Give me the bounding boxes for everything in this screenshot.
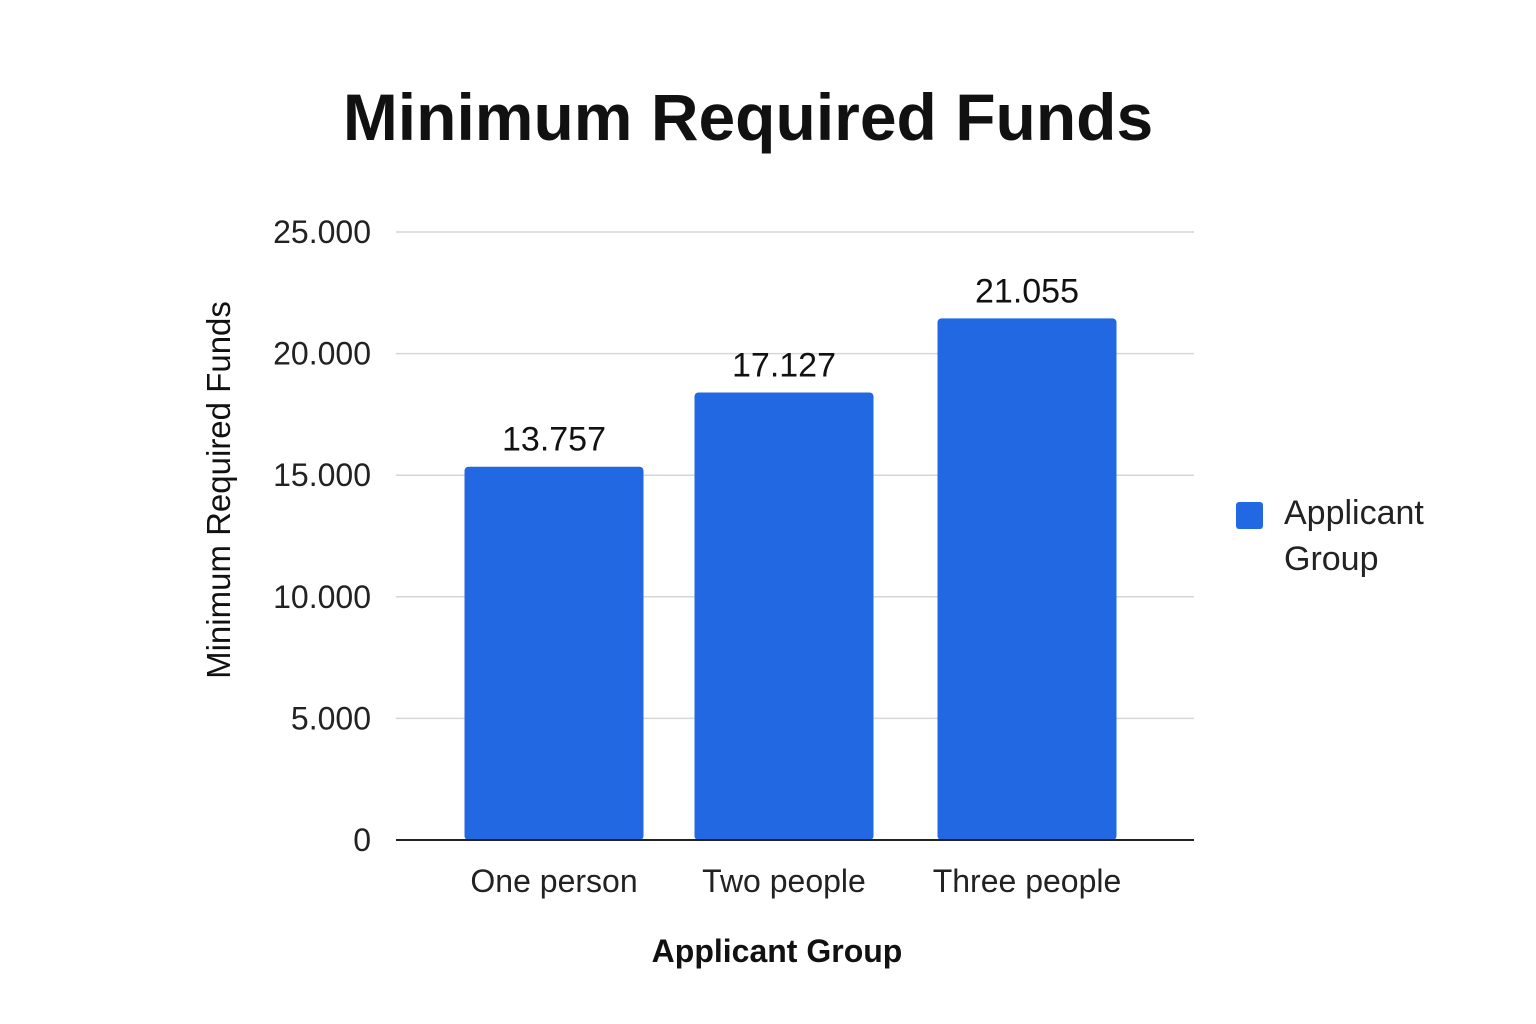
- chart-title: Minimum Required Funds: [343, 80, 1153, 154]
- legend-label: Applicant Group: [1284, 494, 1424, 578]
- x-tick-label: Two people: [702, 863, 866, 899]
- y-tick-label: 0: [353, 822, 371, 858]
- bar: [694, 392, 874, 840]
- legend-swatch: [1236, 502, 1263, 529]
- bar-value-label: 17.127: [732, 347, 836, 385]
- y-tick-label: 15.000: [273, 457, 371, 493]
- y-tick-label: 25.000: [273, 214, 371, 250]
- y-tick-label: 20.000: [273, 336, 371, 372]
- x-tick-label: Three people: [933, 863, 1122, 899]
- y-axis-title: Minimum Required Funds: [200, 301, 237, 679]
- y-axis-ticks: 0 5.000 10.000 15.000 20.000 25.000: [273, 214, 371, 858]
- y-tick-label: 10.000: [273, 579, 371, 615]
- bar: [464, 466, 644, 840]
- bar-value-label: 13.757: [502, 421, 606, 459]
- x-axis-title: Applicant Group: [652, 933, 903, 969]
- legend-label-line: Group: [1284, 540, 1379, 578]
- y-tick-label: 5.000: [291, 700, 371, 736]
- x-axis-ticks: One person Two people Three people: [470, 863, 1121, 899]
- legend-label-line: Applicant: [1284, 494, 1424, 532]
- data-labels: 13.757 17.127 21.055: [502, 272, 1079, 458]
- bar: [937, 318, 1117, 840]
- bars: [464, 318, 1117, 840]
- legend: Applicant Group: [1236, 494, 1424, 578]
- bar-value-label: 21.055: [975, 272, 1079, 310]
- x-tick-label: One person: [470, 863, 637, 899]
